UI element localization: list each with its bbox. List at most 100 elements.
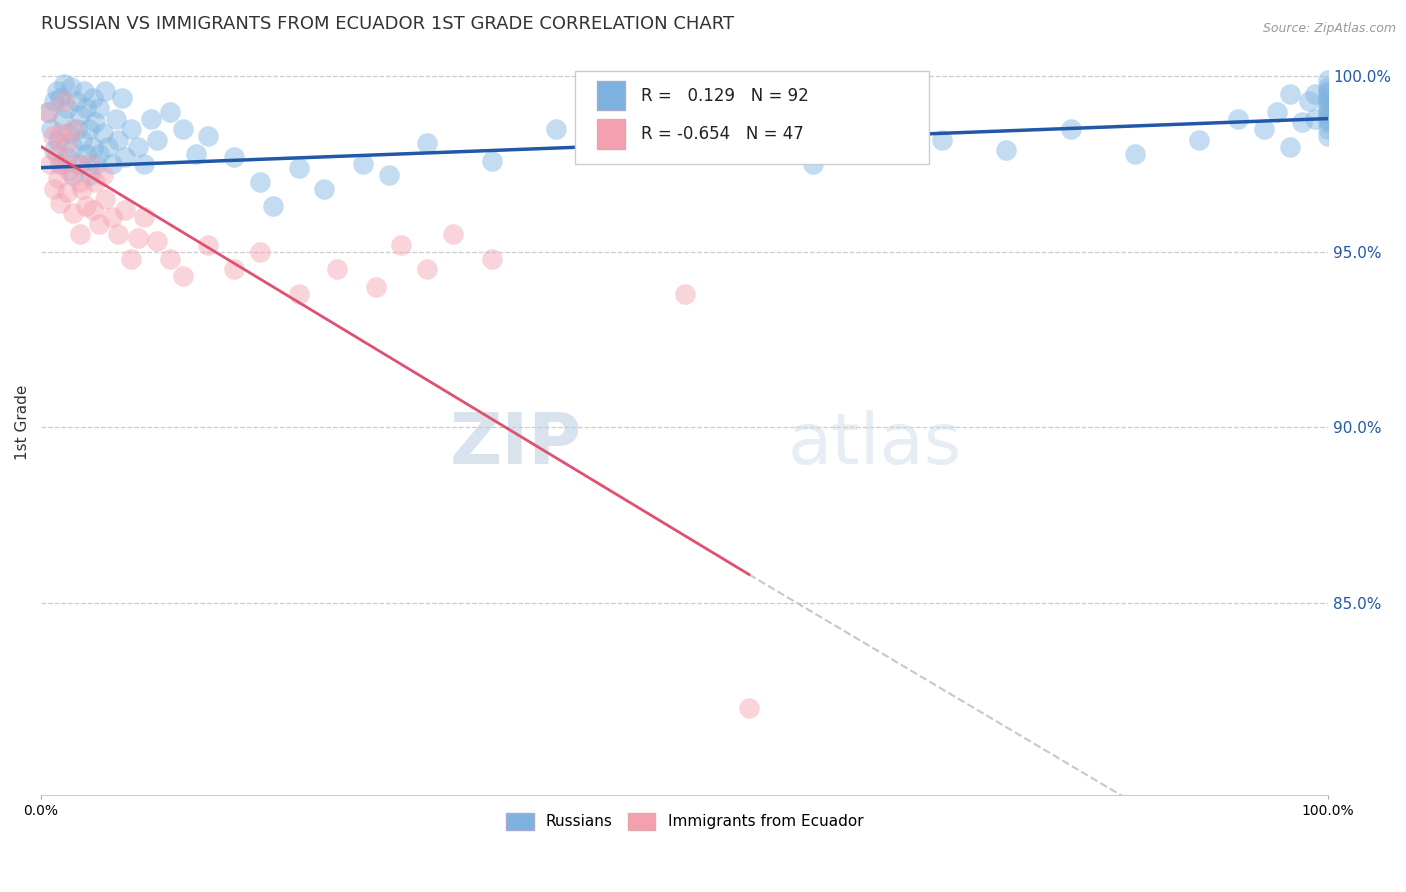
Point	[91, 126, 114, 140]
Point	[1303, 112, 1326, 126]
Point	[1317, 101, 1340, 115]
Point	[94, 192, 117, 206]
Point	[49, 195, 72, 210]
Point	[1123, 146, 1146, 161]
Point	[87, 146, 110, 161]
Point	[94, 83, 117, 97]
Point	[39, 157, 62, 171]
Point	[75, 101, 97, 115]
Point	[120, 252, 142, 266]
Point	[58, 164, 80, 178]
Point	[114, 202, 136, 217]
Text: RUSSIAN VS IMMIGRANTS FROM ECUADOR 1ST GRADE CORRELATION CHART: RUSSIAN VS IMMIGRANTS FROM ECUADOR 1ST G…	[41, 15, 734, 33]
Point	[75, 199, 97, 213]
Point	[1317, 97, 1340, 112]
Point	[1317, 90, 1340, 104]
Point	[72, 83, 94, 97]
Point	[1317, 104, 1340, 119]
Text: R =   0.129   N = 92: R = 0.129 N = 92	[641, 87, 808, 104]
Point	[481, 153, 503, 168]
Point	[1317, 73, 1340, 87]
Point	[738, 143, 761, 157]
Point	[1317, 87, 1340, 101]
Point	[66, 122, 89, 136]
Point	[1298, 94, 1320, 108]
Point	[287, 161, 309, 175]
Point	[249, 244, 271, 259]
FancyBboxPatch shape	[575, 70, 929, 164]
Point	[42, 143, 65, 157]
Point	[1317, 112, 1340, 126]
Point	[1317, 94, 1340, 108]
Point	[56, 101, 79, 115]
Point	[62, 122, 84, 136]
Point	[1317, 122, 1340, 136]
Point	[1278, 87, 1301, 101]
Point	[42, 182, 65, 196]
Point	[65, 157, 87, 171]
Text: atlas: atlas	[787, 409, 962, 479]
Text: R = -0.654   N = 47: R = -0.654 N = 47	[641, 126, 804, 144]
Point	[79, 157, 101, 171]
Point	[56, 150, 79, 164]
Point	[41, 129, 63, 144]
Point	[49, 90, 72, 104]
Point	[56, 136, 79, 150]
Point	[224, 150, 246, 164]
Point	[56, 185, 79, 199]
Point	[931, 133, 953, 147]
Point	[352, 157, 374, 171]
Point	[673, 287, 696, 301]
Point	[91, 168, 114, 182]
Text: ZIP: ZIP	[450, 409, 582, 479]
Point	[197, 129, 219, 144]
Point	[364, 280, 387, 294]
Point	[52, 112, 75, 126]
Point	[42, 94, 65, 108]
Y-axis label: 1st Grade: 1st Grade	[15, 384, 30, 459]
Point	[416, 262, 439, 277]
Point	[172, 122, 194, 136]
Point	[41, 122, 63, 136]
Point	[1060, 122, 1083, 136]
Point	[127, 231, 149, 245]
Point	[62, 168, 84, 182]
Point	[53, 94, 76, 108]
Point	[544, 122, 567, 136]
Point	[111, 90, 134, 104]
Point	[79, 168, 101, 182]
Point	[52, 157, 75, 171]
Point	[159, 104, 181, 119]
Point	[37, 104, 59, 119]
Point	[114, 150, 136, 164]
Point	[159, 252, 181, 266]
Text: Source: ZipAtlas.com: Source: ZipAtlas.com	[1263, 22, 1396, 36]
Point	[62, 206, 84, 220]
Point	[127, 139, 149, 153]
Point	[1188, 133, 1211, 147]
Point	[46, 171, 69, 186]
Point	[69, 108, 91, 122]
Point	[416, 136, 439, 150]
Point	[87, 101, 110, 115]
Point	[87, 217, 110, 231]
Point	[65, 94, 87, 108]
Point	[69, 175, 91, 189]
Point	[53, 77, 76, 91]
Point	[224, 262, 246, 277]
Point	[1303, 87, 1326, 101]
Point	[72, 133, 94, 147]
Point	[120, 122, 142, 136]
Point	[49, 157, 72, 171]
Point	[46, 133, 69, 147]
Point	[1265, 104, 1288, 119]
Point	[86, 157, 108, 171]
Point	[37, 104, 59, 119]
Point	[69, 157, 91, 171]
FancyBboxPatch shape	[598, 80, 626, 111]
Point	[184, 146, 207, 161]
Point	[84, 175, 107, 189]
Point	[262, 199, 284, 213]
Point	[391, 237, 413, 252]
Point	[146, 235, 169, 249]
